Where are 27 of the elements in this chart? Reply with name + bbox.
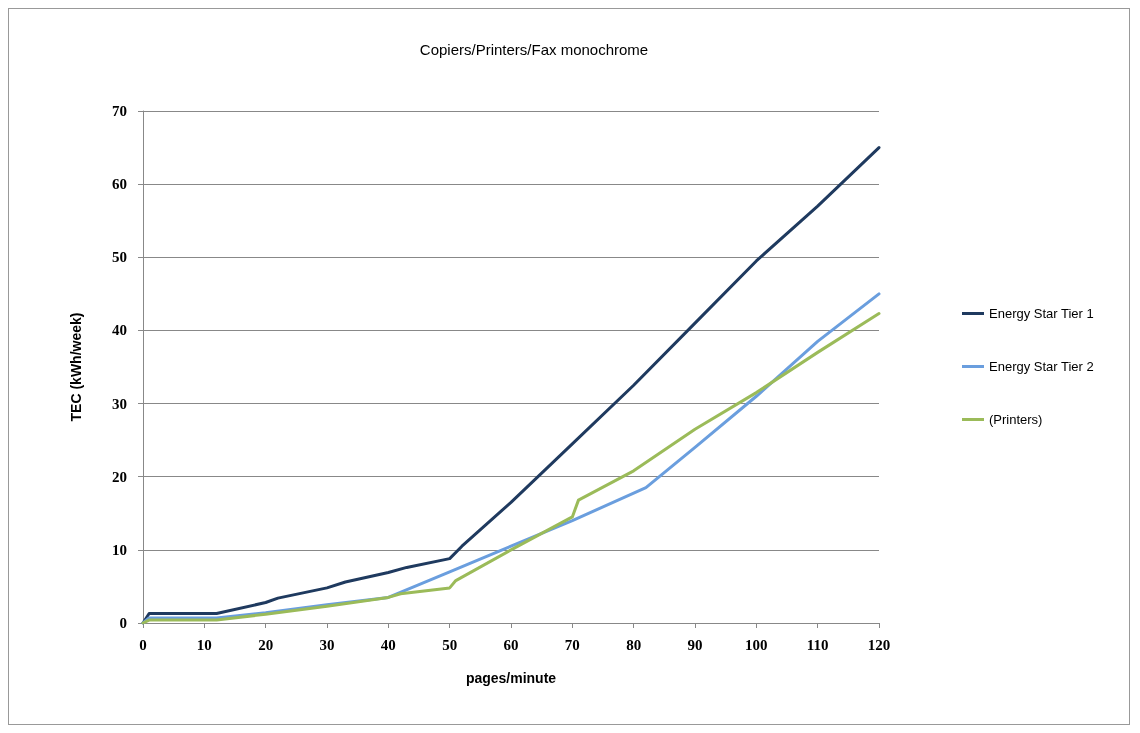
y-tick-label: 40 [112,322,127,339]
x-tick-label: 30 [319,636,335,653]
x-tick-label: 100 [745,636,768,653]
x-tick-label: 90 [687,636,703,653]
y-tick-label: 10 [112,541,127,558]
x-tick-label: 60 [503,636,519,653]
x-tick-label: 80 [626,636,642,653]
x-axis-title: pages/minute [465,670,557,686]
y-tick-label: 20 [112,468,127,485]
legend-label: (Printers) [989,412,1043,427]
y-tick-label: 0 [119,615,127,631]
y-axis-title: TEC (kWh/week) [68,312,84,422]
x-tick-label: 70 [564,636,580,653]
x-tick-label: 50 [442,636,458,653]
x-tick-label: 110 [806,636,829,653]
y-tick-label: 30 [112,395,127,412]
x-tick-label: 40 [380,636,396,653]
y-tick-label: 60 [112,176,127,193]
legend-label: Energy Star Tier 1 [989,306,1094,321]
y-tick-label: 70 [112,103,127,119]
x-tick-label: 10 [196,636,212,653]
x-tick-label: 20 [258,636,274,653]
chart-title: Copiers/Printers/Fax monochrome [419,41,649,58]
x-tick-label: 120 [867,636,891,653]
legend-label: Energy Star Tier 2 [989,359,1094,374]
y-tick-label: 50 [112,249,127,266]
x-tick-label: 0 [139,636,147,653]
